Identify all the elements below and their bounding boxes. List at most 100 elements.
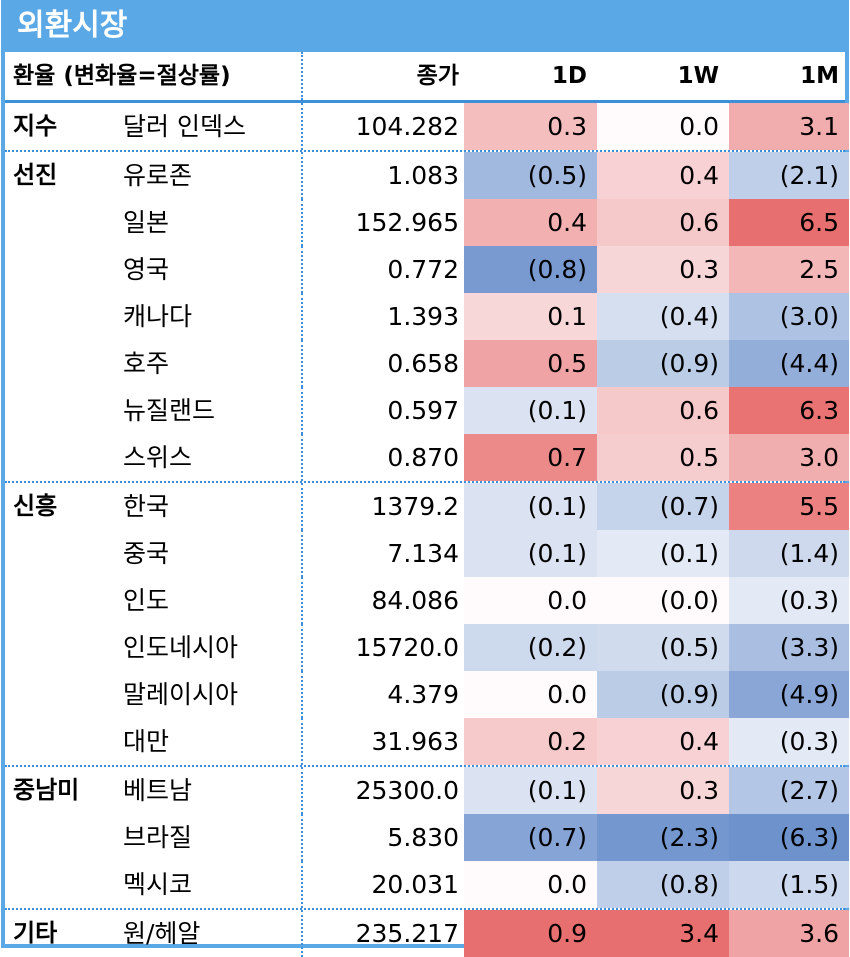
header-label: 환율 (변화율=절상률)	[13, 63, 231, 89]
change-1m: 5.5	[729, 483, 849, 530]
table-row: 일본 152.965 0.4 0.6 6.5	[5, 199, 849, 246]
country-name: 영국	[123, 255, 170, 284]
table-row: 영국 0.772 (0.8) 0.3 2.5	[5, 246, 849, 293]
fx-table-body: 지수 달러 인덱스 104.282 0.3 0.0 3.1 선진 유로존 1.083 (0.5) 0…	[5, 103, 849, 957]
close-price: 152.965	[355, 208, 459, 237]
column-divider	[301, 199, 303, 246]
table-row: 캐나다 1.393 0.1 (0.4) (3.0)	[5, 293, 849, 340]
change-1m: (0.3)	[729, 718, 849, 765]
table-row: 선진 유로존 1.083 (0.5) 0.4 (2.1)	[5, 150, 849, 199]
change-1m: 3.1	[729, 103, 849, 150]
table-row: 스위스 0.870 0.7 0.5 3.0	[5, 434, 849, 481]
column-divider	[301, 340, 303, 387]
close-price: 15720.0	[355, 633, 459, 662]
change-1m: (3.3)	[729, 624, 849, 671]
table-row: 호주 0.658 0.5 (0.9) (4.4)	[5, 340, 849, 387]
close-price: 1.393	[387, 302, 459, 331]
change-1w: 0.0	[597, 103, 729, 150]
close-price: 31.963	[371, 727, 459, 756]
table-row: 멕시코 20.031 0.0 (0.8) (1.5)	[5, 861, 849, 908]
header-divider	[301, 52, 303, 100]
country-name: 스위스	[123, 443, 193, 472]
country-name: 달러 인덱스	[123, 112, 246, 141]
country-name: 유로존	[123, 161, 193, 190]
column-divider	[301, 293, 303, 340]
change-1m: 6.3	[729, 387, 849, 434]
change-1w: 0.5	[597, 434, 729, 481]
table-row: 대만 31.963 0.2 0.4 (0.3)	[5, 718, 849, 765]
change-1d: 0.1	[464, 293, 597, 340]
change-1m: (6.3)	[729, 814, 849, 861]
group-label: 신흥	[13, 492, 58, 520]
country-name: 멕시코	[123, 870, 193, 899]
column-divider	[301, 767, 303, 814]
change-1d: 0.0	[464, 671, 597, 718]
change-1d: 0.0	[464, 577, 597, 624]
column-divider	[301, 577, 303, 624]
group-label: 기타	[13, 919, 58, 947]
close-price: 20.031	[371, 870, 459, 899]
change-1m: (2.1)	[729, 152, 849, 199]
close-price: 0.870	[387, 443, 459, 472]
table-row: 중남미 베트남 25300.0 (0.1) 0.3 (2.7)	[5, 765, 849, 814]
header-price: 종가	[416, 63, 459, 89]
table-row: 말레이시아 4.379 0.0 (0.9) (4.9)	[5, 671, 849, 718]
country-name: 호주	[123, 349, 170, 378]
table-row: 브라질 5.830 (0.7) (2.3) (6.3)	[5, 814, 849, 861]
country-name: 한국	[123, 492, 170, 521]
table-row: 인도네시아 15720.0 (0.2) (0.5) (3.3)	[5, 624, 849, 671]
column-divider	[301, 910, 303, 957]
change-1d: 0.9	[464, 910, 597, 957]
group-label: 중남미	[13, 776, 80, 804]
close-price: 84.086	[371, 586, 459, 615]
change-1m: (1.5)	[729, 861, 849, 908]
group-label: 선진	[13, 161, 58, 189]
change-1d: (0.8)	[464, 246, 597, 293]
header-1m: 1M	[800, 63, 839, 89]
close-price: 0.597	[387, 396, 459, 425]
change-1d: 0.4	[464, 199, 597, 246]
change-1d: (0.7)	[464, 814, 597, 861]
change-1w: (0.9)	[597, 671, 729, 718]
change-1w: 0.3	[597, 246, 729, 293]
change-1m: (0.3)	[729, 577, 849, 624]
column-divider	[301, 814, 303, 861]
table-row: 신흥 한국 1379.2 (0.1) (0.7) 5.5	[5, 481, 849, 530]
change-1w: 0.4	[597, 152, 729, 199]
header-1w: 1W	[677, 63, 719, 89]
close-price: 0.658	[387, 349, 459, 378]
change-1w: (0.0)	[597, 577, 729, 624]
change-1w: 0.6	[597, 199, 729, 246]
change-1m: (2.7)	[729, 767, 849, 814]
column-divider	[301, 624, 303, 671]
column-divider	[301, 483, 303, 530]
change-1m: 3.6	[729, 910, 849, 957]
table-row: 지수 달러 인덱스 104.282 0.3 0.0 3.1	[5, 103, 849, 150]
close-price: 104.282	[355, 112, 459, 141]
column-divider	[301, 530, 303, 577]
column-divider	[301, 246, 303, 293]
change-1d: 0.0	[464, 861, 597, 908]
change-1d: (0.1)	[464, 387, 597, 434]
change-1m: (4.4)	[729, 340, 849, 387]
table-row: 기타 원/헤알 235.217 0.9 3.4 3.6	[5, 908, 849, 957]
change-1d: (0.2)	[464, 624, 597, 671]
country-name: 캐나다	[123, 302, 193, 331]
change-1m: 2.5	[729, 246, 849, 293]
country-name: 뉴질랜드	[123, 396, 216, 425]
change-1d: 0.5	[464, 340, 597, 387]
change-1w: (0.8)	[597, 861, 729, 908]
change-1d: (0.1)	[464, 483, 597, 530]
country-name: 인도	[123, 586, 170, 615]
close-price: 5.830	[387, 823, 459, 852]
close-price: 25300.0	[355, 776, 459, 805]
change-1w: (0.4)	[597, 293, 729, 340]
table-header: 환율 (변화율=절상률) 종가 1D 1W 1M	[5, 52, 845, 103]
change-1d: 0.2	[464, 718, 597, 765]
change-1w: 3.4	[597, 910, 729, 957]
change-1d: (0.1)	[464, 767, 597, 814]
change-1d: 0.3	[464, 103, 597, 150]
change-1w: (0.5)	[597, 624, 729, 671]
column-divider	[301, 387, 303, 434]
change-1m: 3.0	[729, 434, 849, 481]
